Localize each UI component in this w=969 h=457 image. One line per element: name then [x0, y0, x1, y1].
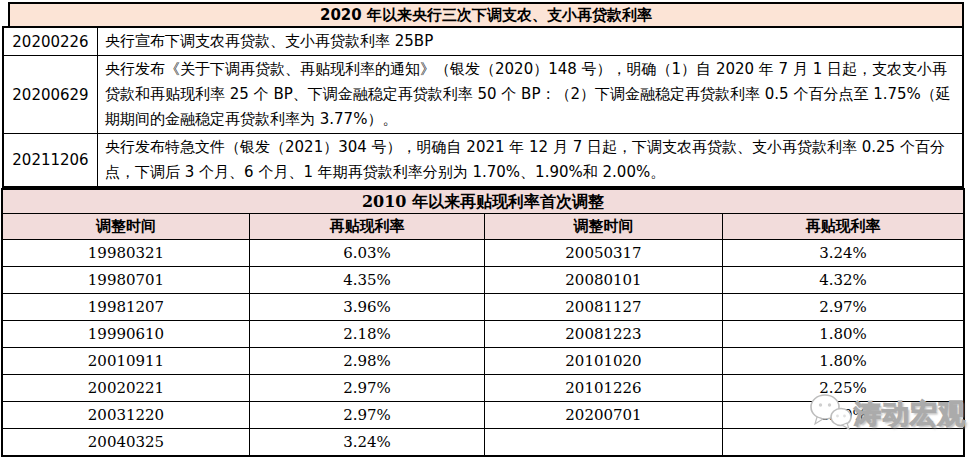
adjust-time-cell: 20081223 — [485, 321, 723, 347]
table1-body: 20200226央行宣布下调支农再贷款、支小再贷款利率 25BP20200629… — [2, 26, 964, 188]
table2-row: 199803216.03%200503173.24% — [3, 239, 963, 266]
adjust-time-cell: 19980701 — [3, 267, 250, 293]
table2-row: 200202212.97%201012262.25% — [3, 374, 963, 401]
relending-rate-cuts-table: 2020 年以来央行三次下调支农、支小再贷款利率 20200226央行宣布下调支… — [2, 2, 964, 188]
event-description-cell: 央行发布《关于下调再贷款、再贴现利率的通知》（银发（2020）148 号），明确… — [98, 56, 962, 133]
rediscount-rate-cell: 2.18% — [250, 321, 485, 347]
rediscount-rate-cell: 6.03% — [250, 240, 485, 266]
rediscount-rate-cell: 1.80% — [723, 348, 963, 374]
table2-row: 200312202.97%202007012.00% — [3, 401, 963, 428]
column-header-rediscount-rate-1: 再贴现利率 — [250, 214, 485, 239]
column-header-adjust-time-2: 调整时间 — [485, 214, 723, 239]
rediscount-rate-cell: 3.24% — [250, 429, 485, 455]
rediscount-rate-cell: 2.00% — [723, 402, 963, 428]
adjust-time-cell: 20200701 — [485, 402, 723, 428]
table2-row: 200403253.24% — [3, 428, 963, 455]
adjust-time-cell: 20101020 — [485, 348, 723, 374]
adjust-time-cell: 20050317 — [485, 240, 723, 266]
rediscount-rate-cell — [723, 429, 963, 455]
rediscount-rate-cell: 3.96% — [250, 294, 485, 320]
adjust-time-cell: 19990610 — [3, 321, 250, 347]
rediscount-rate-cell: 2.25% — [723, 375, 963, 401]
rediscount-rate-cell: 4.35% — [250, 267, 485, 293]
rediscount-rate-cell: 3.24% — [723, 240, 963, 266]
table2-body: 199803216.03%200503173.24%199807014.35%2… — [3, 239, 963, 455]
event-description-cell: 央行宣布下调支农再贷款、支小再贷款利率 25BP — [98, 28, 962, 55]
adjust-time-cell: 20101226 — [485, 375, 723, 401]
event-date-cell: 20200226 — [4, 28, 98, 55]
table2-row: 199906102.18%200812231.80% — [3, 320, 963, 347]
column-header-adjust-time-1: 调整时间 — [3, 214, 250, 239]
table1-row: 20200226央行宣布下调支农再贷款、支小再贷款利率 25BP — [4, 28, 962, 55]
table2-header-row: 调整时间 再贴现利率 调整时间 再贴现利率 — [3, 214, 963, 239]
event-date-cell: 20211206 — [4, 134, 98, 186]
rediscount-rate-cell: 2.97% — [723, 294, 963, 320]
adjust-time-cell: 20020221 — [3, 375, 250, 401]
table2-row: 200109112.98%201010201.80% — [3, 347, 963, 374]
rediscount-rate-table: 2010 年以来再贴现利率首次调整 调整时间 再贴现利率 调整时间 再贴现利率 … — [1, 188, 965, 457]
adjust-time-cell: 19981207 — [3, 294, 250, 320]
rediscount-rate-cell: 2.98% — [250, 348, 485, 374]
event-description-cell: 央行发布特急文件（银发（2021）304 号），明确自 2021 年 12 月 … — [98, 134, 962, 186]
adjust-time-cell: 20031220 — [3, 402, 250, 428]
adjust-time-cell: 19980321 — [3, 240, 250, 266]
adjust-time-cell: 20010911 — [3, 348, 250, 374]
table1-row: 20211206央行发布特急文件（银发（2021）304 号），明确自 2021… — [4, 133, 962, 186]
rediscount-rate-cell: 2.97% — [250, 375, 485, 401]
event-date-cell: 20200629 — [4, 56, 98, 133]
table1-row: 20200629央行发布《关于下调再贷款、再贴现利率的通知》（银发（2020）1… — [4, 55, 962, 133]
table2-row: 199807014.35%200801014.32% — [3, 266, 963, 293]
column-header-rediscount-rate-2: 再贴现利率 — [723, 214, 963, 239]
rediscount-rate-cell: 2.97% — [250, 402, 485, 428]
table2-title: 2010 年以来再贴现利率首次调整 — [3, 190, 963, 214]
adjust-time-cell: 20081127 — [485, 294, 723, 320]
rediscount-rate-cell: 1.80% — [723, 321, 963, 347]
table1-title: 2020 年以来央行三次下调支农、支小再贷款利率 — [8, 2, 964, 28]
adjust-time-cell: 20040325 — [3, 429, 250, 455]
table2-row: 199812073.96%200811272.97% — [3, 293, 963, 320]
adjust-time-cell: 20080101 — [485, 267, 723, 293]
adjust-time-cell — [485, 429, 723, 455]
rediscount-rate-cell: 4.32% — [723, 267, 963, 293]
